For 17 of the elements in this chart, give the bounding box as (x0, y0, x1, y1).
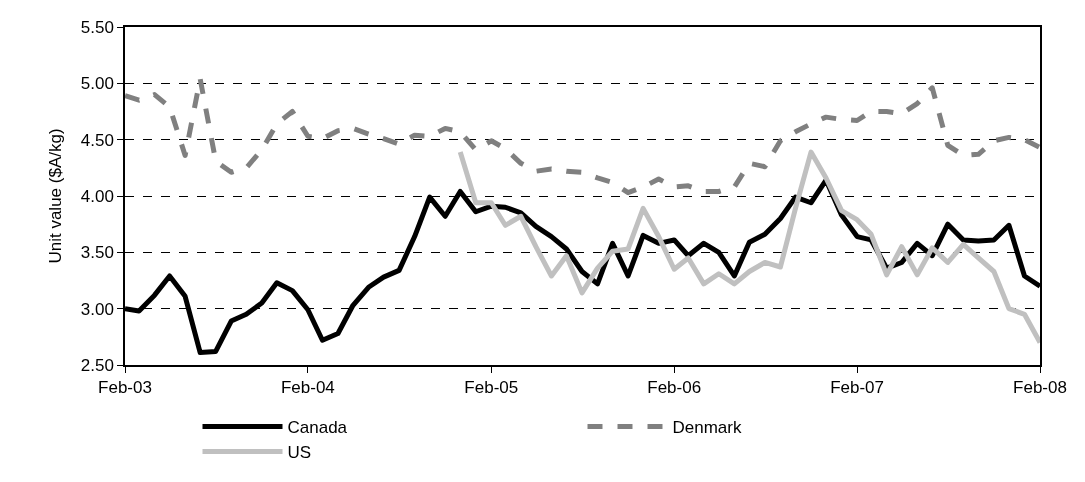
y-tick-label: 4.00 (80, 186, 114, 206)
x-tick-label: Feb-06 (647, 378, 702, 398)
legend-label: Canada (287, 418, 348, 438)
y-tick-label: 3.50 (80, 243, 114, 263)
y-axis-title: Unit value ($A/kg) (45, 128, 65, 264)
x-tick-label: Feb-04 (280, 378, 335, 398)
x-tick-label: Feb-08 (1013, 378, 1067, 398)
x-tick-label: Feb-05 (464, 378, 519, 398)
legend-label: US (287, 443, 312, 463)
y-tick-label: 4.50 (80, 130, 114, 150)
x-tick-label: Feb-03 (98, 378, 152, 398)
y-tick-label: 3.00 (80, 299, 114, 319)
legend-label: Denmark (672, 418, 742, 438)
x-tick-label: Feb-07 (830, 378, 885, 398)
y-tick-label: 5.00 (80, 74, 114, 94)
y-tick-label: 5.50 (80, 17, 114, 37)
y-tick-label: 2.50 (80, 355, 114, 375)
